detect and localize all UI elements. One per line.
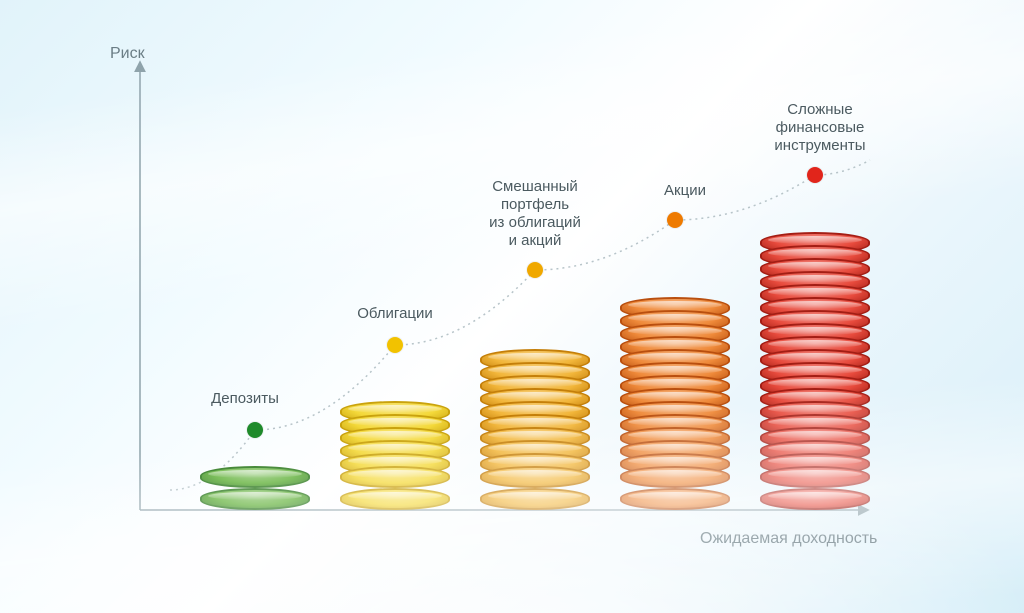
coin-stack — [340, 410, 450, 510]
coin — [620, 488, 730, 510]
coin — [340, 466, 450, 488]
stage: { "canvas": { "width": 1024, "height": 6… — [0, 0, 1024, 613]
coin-stack — [760, 241, 870, 510]
curve-marker — [247, 422, 263, 438]
coin-stack — [480, 358, 590, 510]
curve-marker — [387, 337, 403, 353]
coin — [760, 488, 870, 510]
coin — [200, 488, 310, 510]
coin — [480, 488, 590, 510]
coin — [620, 466, 730, 488]
coin-stack — [200, 475, 310, 510]
coin-stack — [620, 306, 730, 510]
category-label: Депозиты — [211, 390, 279, 408]
coin — [200, 466, 310, 488]
risk-return-chart: Депозиты Облигации Смешанный портфель из о… — [140, 60, 870, 510]
coin — [760, 466, 870, 488]
category-label: Сложные финансовые инструменты — [774, 101, 865, 155]
coin — [480, 466, 590, 488]
category-label: Акции — [664, 182, 706, 200]
y-axis-label: Риск — [110, 45, 145, 63]
x-axis-label: Ожидаемая доходность — [700, 530, 877, 548]
category-label: Смешанный портфель из облигаций и акций — [489, 178, 581, 250]
curve-marker — [527, 262, 543, 278]
category-label: Облигации — [357, 305, 433, 323]
curve-marker — [807, 167, 823, 183]
coin — [340, 488, 450, 510]
curve-marker — [667, 212, 683, 228]
